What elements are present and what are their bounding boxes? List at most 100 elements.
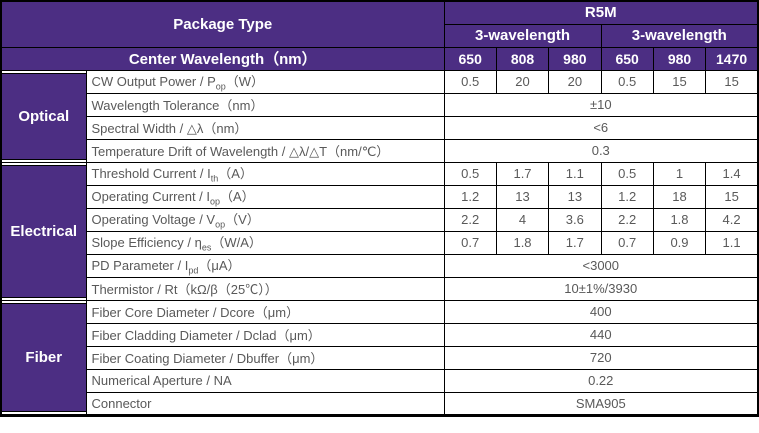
- model-header: R5M: [443, 0, 759, 25]
- param-text: Slope Efficiency / η: [91, 235, 202, 251]
- param-text: Operating Voltage / V: [91, 212, 216, 228]
- param-text: PD Parameter / I: [91, 258, 189, 274]
- param-text: Threshold Current / I: [91, 166, 211, 182]
- param-label: Fiber Coating Diameter / Dbuffer（μm）: [85, 345, 445, 370]
- wavelength-header: 650: [600, 46, 654, 71]
- table-row: Package Type R5M: [0, 0, 759, 48]
- value-cell: 1: [652, 161, 707, 186]
- value-cell: 20: [495, 69, 550, 94]
- value-cell: 1.7: [495, 161, 550, 186]
- section-electrical: Electrical: [0, 161, 87, 301]
- table-row: Fiber Cladding Diameter / Dclad（μm） 440: [1, 322, 759, 347]
- value-cell: 13: [548, 184, 602, 209]
- param-text: Numerical Aperture / NA: [91, 373, 232, 388]
- merged-value-cell: <6: [443, 115, 759, 140]
- param-text: Connector: [91, 395, 152, 411]
- group1-header: 3-wavelength: [443, 23, 602, 48]
- package-type-header: Package Type: [0, 0, 445, 48]
- param-text: CW Output Power / P: [91, 74, 216, 90]
- wavelength-header: 1470: [705, 46, 759, 71]
- table-row: Connector SMA905: [1, 391, 759, 416]
- value-cell: 18: [652, 184, 707, 209]
- value-cell: 2.2: [600, 207, 654, 232]
- param-label: Thermistor / Rt（kΩ/β（25℃））: [85, 276, 445, 301]
- value-cell: 20: [548, 69, 602, 94]
- value-cell: 2.2: [443, 207, 497, 232]
- param-subscript: op: [210, 196, 221, 207]
- value-cell: 0.5: [600, 69, 654, 94]
- table-row: Optical CW Output Power / Pop（W） 0.5 20 …: [0, 69, 759, 163]
- merged-value-cell: 720: [443, 345, 759, 370]
- param-unit: （W/A）: [211, 235, 262, 251]
- value-cell: 0.7: [600, 230, 654, 255]
- param-text: Operating Current / I: [91, 189, 211, 205]
- param-text: Fiber Coating Diameter / Dbuffer（μm）: [91, 351, 324, 366]
- spec-table: Package Type R5M 3-wavelength 3-waveleng…: [0, 0, 759, 417]
- value-cell: 0.5: [600, 161, 654, 186]
- value-cell: 3.6: [548, 207, 602, 232]
- section-label: Optical: [2, 72, 85, 160]
- merged-value-cell: ±10: [443, 92, 759, 117]
- table-row: Electrical Threshold Current / Ith（A） 0.…: [0, 161, 759, 301]
- value-cell: 1.2: [443, 184, 497, 209]
- param-unit: （V）: [225, 212, 260, 228]
- param-text: Thermistor / Rt（kΩ/β（25℃））: [91, 282, 278, 297]
- wavelength-header: 808: [495, 46, 550, 71]
- param-subscript: op: [215, 81, 226, 92]
- param-text: Temperature Drift of Wavelength / △λ/△T（…: [91, 144, 390, 159]
- section-label: Fiber: [2, 302, 85, 412]
- wavelength-header: 980: [652, 46, 707, 71]
- merged-value-cell: 10±1%/3930: [443, 276, 759, 301]
- merged-value-cell: 0.3: [443, 138, 759, 163]
- merged-value-cell: <3000: [443, 253, 759, 278]
- table-row: Fiber Fiber Core Diameter / Dcore（μm） 40…: [0, 299, 759, 416]
- param-label: Operating Voltage / Vop（V）: [85, 207, 445, 232]
- table-row: Thermistor / Rt（kΩ/β（25℃）） 10±1%/3930: [1, 276, 759, 301]
- param-subscript: pd: [188, 265, 199, 276]
- param-label: Temperature Drift of Wavelength / △λ/△T（…: [85, 138, 445, 163]
- param-label: CW Output Power / Pop（W）: [85, 69, 445, 94]
- param-label: Wavelength Tolerance（nm）: [85, 92, 445, 117]
- merged-value-cell: SMA905: [443, 391, 759, 416]
- param-label: Fiber Core Diameter / Dcore（μm）: [85, 299, 445, 324]
- param-label: Fiber Cladding Diameter / Dclad（μm）: [85, 322, 445, 347]
- param-label: Spectral Width / △λ（nm）: [85, 115, 445, 140]
- value-cell: 4.2: [705, 207, 759, 232]
- table-row: Temperature Drift of Wavelength / △λ/△T（…: [1, 138, 759, 163]
- param-label: PD Parameter / Ipd（μA）: [85, 253, 445, 278]
- value-cell: 0.5: [443, 161, 497, 186]
- param-text: Spectral Width / △λ（nm）: [91, 121, 248, 136]
- table-row: Operating Voltage / Vop（V） 2.2 4 3.6 2.2…: [1, 207, 759, 232]
- param-label: Operating Current / Iop（A）: [85, 184, 445, 209]
- section-label: Electrical: [2, 164, 85, 298]
- param-unit: （W）: [225, 74, 265, 90]
- param-label: Threshold Current / Ith（A）: [85, 161, 445, 186]
- section-fiber: Fiber: [0, 299, 87, 416]
- merged-value-cell: 440: [443, 322, 759, 347]
- value-cell: 15: [652, 69, 707, 94]
- merged-value-cell: 0.22: [443, 368, 759, 393]
- table-row: Spectral Width / △λ（nm） <6: [1, 115, 759, 140]
- param-label: Numerical Aperture / NA: [85, 368, 445, 393]
- table-row: Operating Current / Iop（A） 1.2 13 13 1.2…: [1, 184, 759, 209]
- table-row: Wavelength Tolerance（nm） ±10: [1, 92, 759, 117]
- value-cell: 0.7: [443, 230, 497, 255]
- value-cell: 15: [705, 69, 759, 94]
- value-cell: 0.9: [652, 230, 707, 255]
- param-subscript: op: [215, 219, 226, 230]
- value-cell: 1.2: [600, 184, 654, 209]
- table-row: PD Parameter / Ipd（μA） <3000: [1, 253, 759, 278]
- param-unit: （μA）: [198, 258, 241, 274]
- wavelength-header: 980: [548, 46, 602, 71]
- param-text: Wavelength Tolerance（nm）: [91, 98, 264, 113]
- param-label: Slope Efficiency / ηes（W/A）: [85, 230, 445, 255]
- value-cell: 0.5: [443, 69, 497, 94]
- param-subscript: th: [210, 173, 219, 184]
- table-row: Numerical Aperture / NA 0.22: [1, 368, 759, 393]
- section-optical: Optical: [0, 69, 87, 163]
- value-cell: 4: [495, 207, 550, 232]
- merged-value-cell: 400: [443, 299, 759, 324]
- table-row: Fiber Coating Diameter / Dbuffer（μm） 720: [1, 345, 759, 370]
- wavelength-header: 650: [443, 46, 497, 71]
- value-cell: 1.1: [705, 230, 759, 255]
